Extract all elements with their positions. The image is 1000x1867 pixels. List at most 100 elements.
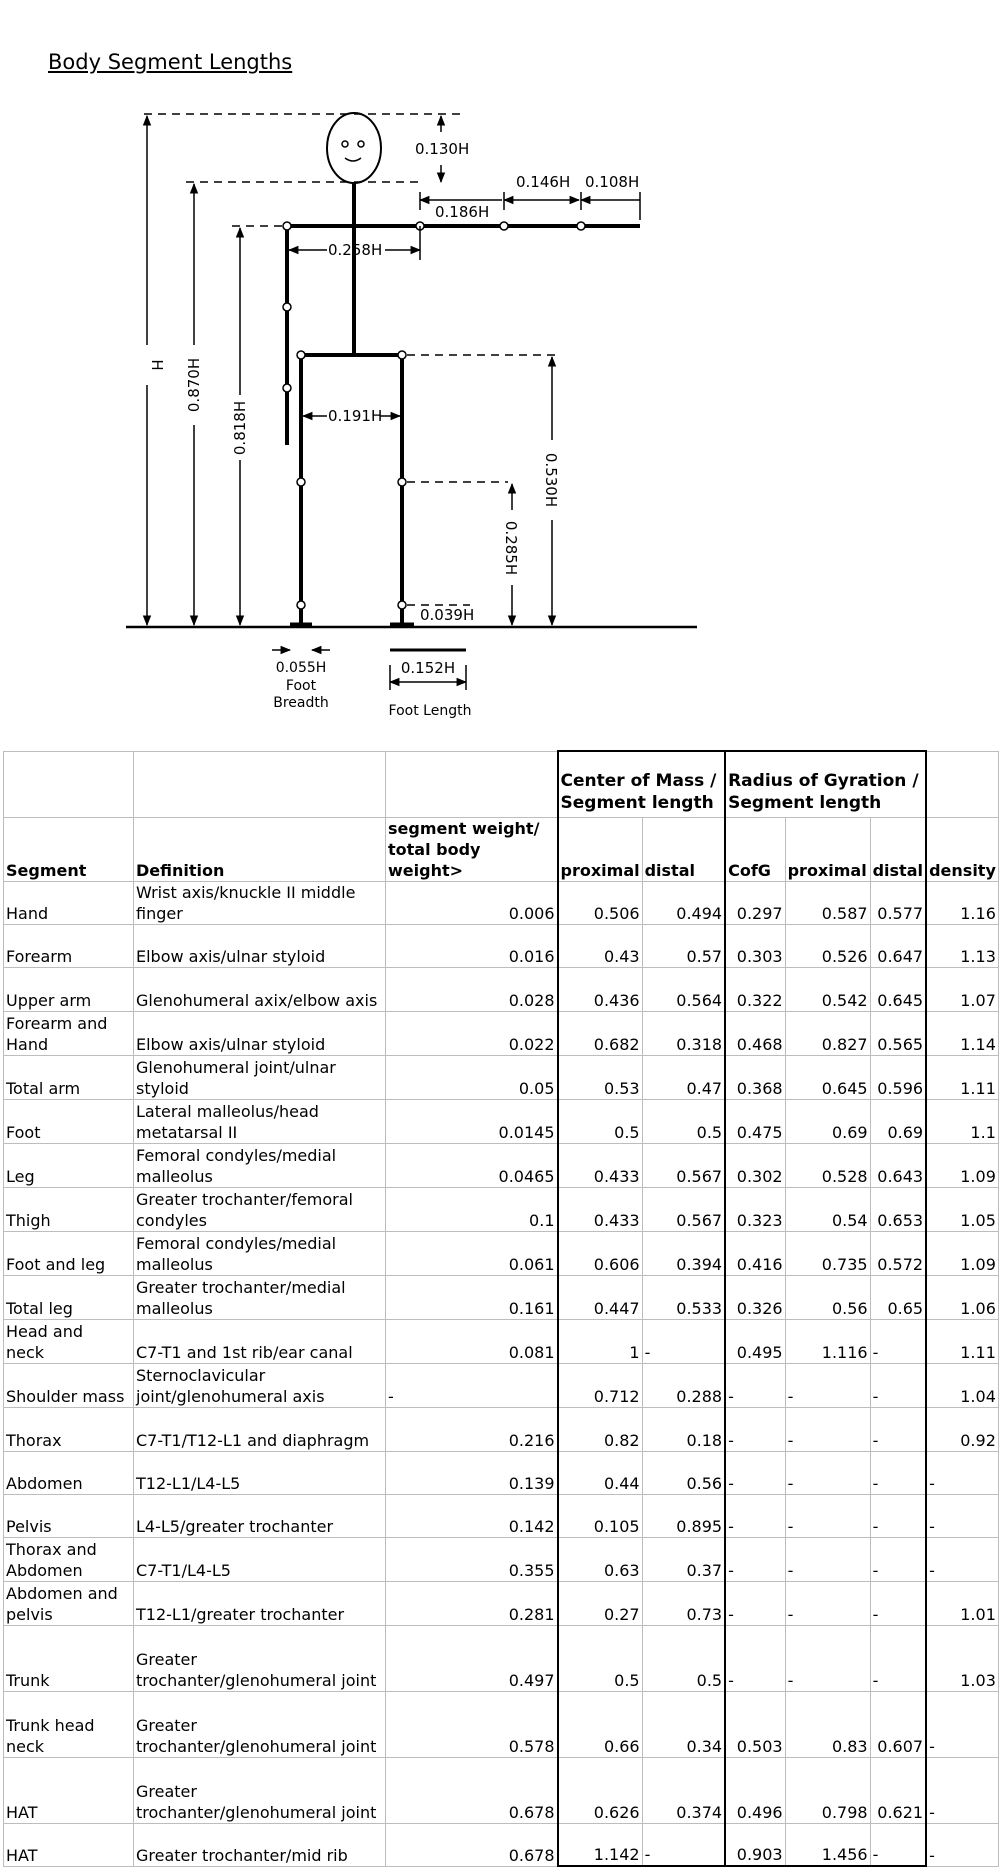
cell-com-proximal: 0.436 <box>556 966 643 1012</box>
cell-weight: 0.142 <box>385 1493 558 1538</box>
cell-rog-proximal: 0.56 <box>784 1274 871 1320</box>
cell-cofg: 0.297 <box>724 880 786 925</box>
col-header-weight: segment weight/total body weight> <box>385 816 558 882</box>
cell-weight: 0.161 <box>385 1274 558 1320</box>
label-foot-length: 0.152H <box>401 659 455 677</box>
cell-segment: Shoulder mass <box>3 1362 134 1408</box>
cell-rog-distal: - <box>869 1493 928 1538</box>
table-row: Hand Wrist axis/knuckle II middle finger 0.… <box>3 880 999 925</box>
table-row: Forearm and Hand Elbow axis/ulnar styloid 0… <box>3 1010 999 1056</box>
cell-rog-proximal: 1.456 <box>784 1822 871 1867</box>
cell-density: - <box>925 1756 999 1824</box>
cell-density: 1.11 <box>925 1054 999 1100</box>
label-foot-breadth: 0.055H <box>276 660 327 676</box>
cell-weight: 0.355 <box>385 1536 558 1582</box>
cell-rog-distal: 0.65 <box>869 1274 928 1320</box>
cell-weight: 0.006 <box>385 880 558 925</box>
cell-weight: 0.678 <box>385 1822 558 1867</box>
header-radius-of-gyration: Radius of Gyration / Segment length <box>724 750 928 818</box>
cell-definition: T12-L1/greater trochanter <box>133 1580 386 1626</box>
col-header-com-proximal: proximal <box>556 816 643 882</box>
cell-weight: 0.016 <box>385 923 558 968</box>
label-chest-height: 0.818H <box>231 401 249 455</box>
header-row-2: Segment Definition segment weight/total … <box>3 816 999 882</box>
cell-rog-proximal: 0.83 <box>784 1690 871 1758</box>
cell-density: 1.06 <box>925 1274 999 1320</box>
cell-definition: Greater trochanter/glenohumeral joint <box>133 1690 386 1758</box>
col-header-cofg: CofG <box>724 816 786 882</box>
cell-com-distal: 0.564 <box>641 966 727 1012</box>
cell-segment: Thorax and Abdomen <box>3 1536 134 1582</box>
cell-rog-proximal: - <box>784 1536 871 1582</box>
cell-com-distal: 0.374 <box>641 1756 727 1824</box>
cell-segment: Abdomen <box>3 1450 134 1495</box>
cell-definition: C7-T1 and 1st rib/ear canal <box>133 1318 386 1364</box>
cell-weight: 0.05 <box>385 1054 558 1100</box>
cell-cofg: - <box>724 1536 786 1582</box>
cell-segment: Pelvis <box>3 1493 134 1538</box>
cell-cofg: - <box>724 1580 786 1626</box>
cell-com-distal: 0.56 <box>641 1450 727 1495</box>
cell-cofg: - <box>724 1624 786 1692</box>
cell-rog-distal: - <box>869 1822 928 1867</box>
cell-rog-proximal: - <box>784 1450 871 1495</box>
cell-density: 1.1 <box>925 1098 999 1144</box>
cell-segment: Head and neck <box>3 1318 134 1364</box>
cell-definition: Sternoclavicular joint/glenohumeral axis <box>133 1362 386 1408</box>
cell-rog-distal: - <box>869 1318 928 1364</box>
table-row: Total arm Glenohumeral joint/ulnar styloid… <box>3 1054 999 1100</box>
cell-rog-proximal: 0.735 <box>784 1230 871 1276</box>
cell-rog-distal: 0.653 <box>869 1186 928 1232</box>
head-shape <box>326 112 382 184</box>
cell-com-proximal: 0.27 <box>556 1580 643 1626</box>
cell-definition: Greater trochanter/glenohumeral joint <box>133 1756 386 1824</box>
cell-segment: Forearm <box>3 923 134 968</box>
cell-rog-distal: - <box>869 1362 928 1408</box>
cell-density: - <box>925 1690 999 1758</box>
cell-com-proximal: 0.105 <box>556 1493 643 1538</box>
cell-rog-proximal: 0.798 <box>784 1756 871 1824</box>
table-row: Forearm Elbow axis/ulnar styloid 0.016 0.43… <box>3 923 999 968</box>
cell-com-distal: 0.494 <box>641 880 727 925</box>
cell-weight: 0.216 <box>385 1406 558 1452</box>
cell-rog-proximal: - <box>784 1624 871 1692</box>
cell-segment: Total leg <box>3 1274 134 1320</box>
cell-com-proximal: 0.5 <box>556 1098 643 1144</box>
col-header-com-distal: distal <box>641 816 727 882</box>
cell-density: - <box>925 1536 999 1582</box>
label-foot-length-word: Foot Length <box>389 703 472 719</box>
cell-com-distal: 0.567 <box>641 1142 727 1188</box>
label-H: H <box>148 359 166 370</box>
segment-table: Center of Mass / Segment length Radius of… <box>3 750 999 1867</box>
label-foot-breadth-word: Foot <box>286 678 317 694</box>
cell-cofg: 0.903 <box>724 1822 786 1867</box>
cell-cofg: - <box>724 1450 786 1495</box>
page-title: Body Segment Lengths <box>48 50 293 74</box>
cell-com-proximal: 0.712 <box>556 1362 643 1408</box>
cell-com-distal: 0.5 <box>641 1098 727 1144</box>
cell-density: 1.16 <box>925 880 999 925</box>
cell-density: 1.03 <box>925 1624 999 1692</box>
cell-weight: 0.061 <box>385 1230 558 1276</box>
table-row: Head and neck C7-T1 and 1st rib/ear canal 0… <box>3 1318 999 1364</box>
cell-definition: Greater trochanter/glenohumeral joint <box>133 1624 386 1692</box>
cell-com-distal: 0.73 <box>641 1580 727 1626</box>
cell-segment: HAT <box>3 1822 134 1867</box>
table-row: Foot and leg Femoral condyles/medial malle… <box>3 1230 999 1276</box>
cell-segment: Foot and leg <box>3 1230 134 1276</box>
cell-density: - <box>925 1822 999 1867</box>
cell-rog-distal: - <box>869 1580 928 1626</box>
cell-segment: Foot <box>3 1098 134 1144</box>
segment-table-wrap: Center of Mass / Segment length Radius of… <box>3 750 999 1867</box>
table-row: HAT Greater trochanter/glenohumeral joint 0… <box>3 1756 999 1824</box>
cell-cofg: - <box>724 1493 786 1538</box>
cell-density: 0.92 <box>925 1406 999 1452</box>
cell-com-proximal: 1.142 <box>556 1822 643 1867</box>
cell-weight: - <box>385 1362 558 1408</box>
label-hip-height: 0.530H <box>542 453 560 507</box>
cell-density: 1.09 <box>925 1230 999 1276</box>
cell-rog-proximal: 0.54 <box>784 1186 871 1232</box>
col-header-segment: Segment <box>3 816 134 882</box>
cell-com-proximal: 0.433 <box>556 1186 643 1232</box>
table-row: Thorax C7-T1/T12-L1 and diaphragm 0.216 0.8… <box>3 1406 999 1452</box>
